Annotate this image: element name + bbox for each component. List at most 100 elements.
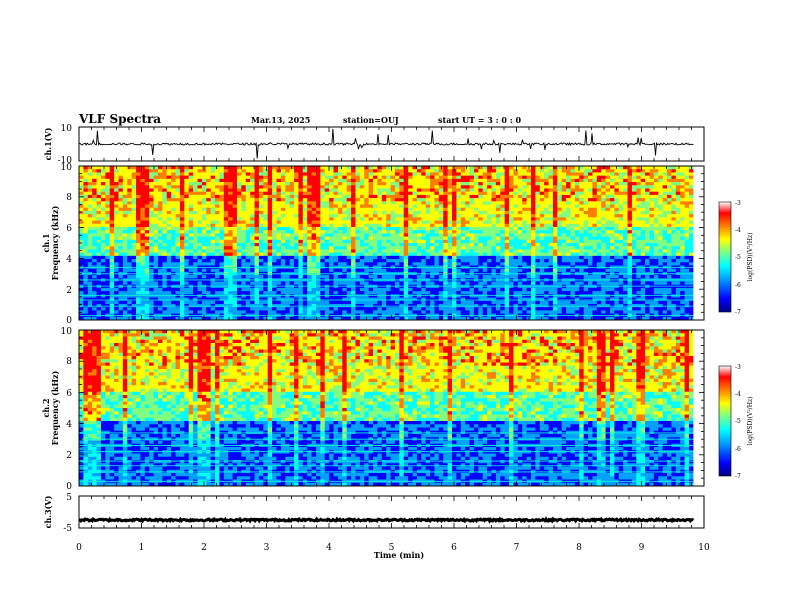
spec1-cell xyxy=(408,220,413,225)
spec1-cell xyxy=(162,259,168,263)
spec1-cell xyxy=(241,226,247,231)
spec1-cell xyxy=(469,220,475,225)
spec1-cell xyxy=(351,172,356,177)
spec1-cell xyxy=(487,291,492,295)
spec1-cell xyxy=(118,287,124,292)
spec1-cell xyxy=(346,223,352,228)
spec1-cell xyxy=(386,230,391,234)
spec1-cell xyxy=(368,226,374,231)
spec1-cell xyxy=(333,239,339,244)
spec1-cell xyxy=(144,310,150,314)
spec1-cell xyxy=(522,268,528,273)
spec1-cell xyxy=(254,255,260,260)
spec1-cell xyxy=(329,310,334,314)
spec1-cell xyxy=(377,178,383,183)
spec1-cell xyxy=(425,297,431,302)
spec1-cell xyxy=(368,201,374,205)
spec1-cell xyxy=(149,166,154,170)
spec1-cell xyxy=(100,239,106,244)
spec1-cell xyxy=(394,217,400,221)
spec1-cell xyxy=(83,275,89,279)
spec1-cell xyxy=(491,249,497,254)
spec1-cell xyxy=(469,188,475,193)
spec1-cell xyxy=(118,275,124,279)
spec1-cell xyxy=(333,210,339,215)
spec1-cell xyxy=(302,262,308,266)
spec1-cell xyxy=(337,230,343,234)
spec1-cell xyxy=(83,281,89,286)
spec1-cell xyxy=(399,268,405,273)
spec1-cell xyxy=(175,262,181,266)
spec1-cell xyxy=(500,204,506,209)
spec1-cell xyxy=(408,226,413,231)
spec1-cell xyxy=(105,300,111,305)
spec1-cell xyxy=(114,172,119,177)
spec1-cell xyxy=(298,249,304,254)
spec1-cell xyxy=(491,310,497,314)
spec1-cell xyxy=(403,316,409,321)
spec1-cell xyxy=(329,226,334,231)
spec1-cell xyxy=(250,198,255,202)
spec1-cell xyxy=(79,178,84,183)
spec1-cell xyxy=(478,262,484,266)
spec1-cell xyxy=(412,255,418,260)
spec1-cell xyxy=(434,291,440,295)
spec1-cell xyxy=(373,230,378,234)
spec1-cell xyxy=(223,166,229,170)
spec1-cell xyxy=(311,252,317,257)
spec1-cell xyxy=(509,220,514,225)
spec1-cell xyxy=(245,191,251,196)
spec1-cell xyxy=(377,169,383,173)
spec1-cell xyxy=(302,217,308,221)
spec1-cell xyxy=(526,185,532,189)
spec1-cell xyxy=(487,210,492,215)
spec1-cell xyxy=(377,255,383,260)
spec1-cell xyxy=(329,268,334,273)
spec1-cell xyxy=(377,207,383,212)
spec1-cell xyxy=(122,262,128,266)
spec1-cell xyxy=(491,246,497,250)
spec1-cell xyxy=(118,316,124,321)
spec1-cell xyxy=(92,233,97,237)
spec1-cell xyxy=(153,185,159,189)
spec1-cell xyxy=(122,166,128,170)
spec1-cell xyxy=(377,230,383,234)
spec1-cell xyxy=(364,262,370,266)
spec1-cell xyxy=(228,166,233,170)
spec1-cell xyxy=(408,230,413,234)
spec1-cell xyxy=(434,201,440,205)
spec1-cell xyxy=(337,175,343,180)
spec1-cell xyxy=(289,182,295,186)
spec1-cell xyxy=(381,275,387,279)
spec1-cell xyxy=(294,207,299,212)
spec1-cell xyxy=(307,210,312,215)
spec1-cell xyxy=(179,233,185,237)
spec1-cell xyxy=(504,214,510,218)
spec1-cell xyxy=(114,297,119,302)
spec1-cell xyxy=(162,243,168,247)
spec1-cell xyxy=(245,262,251,266)
spec1-cell xyxy=(140,204,146,209)
spec1-cell xyxy=(394,214,400,218)
spec1-cell xyxy=(267,191,273,196)
spec1-cell xyxy=(210,294,216,298)
spec1-cell xyxy=(219,182,225,186)
spec1-cell xyxy=(430,207,435,212)
spec1-cell xyxy=(245,281,251,286)
spec1-cell xyxy=(118,217,124,221)
spec1-cell xyxy=(513,194,519,199)
spec1-cell xyxy=(109,287,115,292)
spec1-cell xyxy=(96,214,102,218)
spec1-cell xyxy=(386,166,391,170)
spec1-cell xyxy=(241,210,247,215)
spec1-cell xyxy=(333,307,339,311)
spec1-cell xyxy=(390,210,396,215)
spec1-cell xyxy=(337,249,343,254)
spec1-cell xyxy=(443,275,449,279)
spec1-cell xyxy=(535,166,541,170)
spec1-cell xyxy=(425,230,431,234)
spec1-cell xyxy=(100,204,106,209)
spec1-cell xyxy=(267,207,273,212)
spec1-cell xyxy=(522,316,528,321)
spec1-cell xyxy=(526,223,532,228)
